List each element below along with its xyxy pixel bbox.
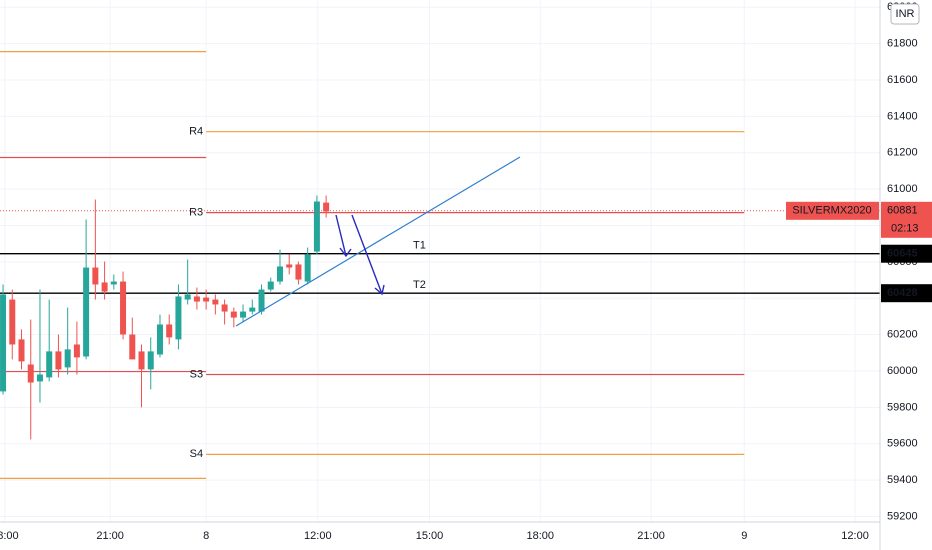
level-label: R4 — [189, 126, 203, 138]
currency-label: INR — [896, 8, 915, 20]
candle-body — [323, 202, 330, 212]
candle-body — [92, 267, 99, 285]
x-tick-label: 21:00 — [637, 530, 665, 542]
x-tick-label: 12:00 — [841, 530, 869, 542]
candle-body — [286, 264, 293, 268]
candle-body — [147, 351, 154, 370]
candle-body — [46, 351, 53, 378]
candle-body — [276, 266, 283, 282]
candle-body — [120, 281, 127, 335]
candle-body — [0, 294, 7, 392]
candle-body — [267, 281, 274, 290]
candle-body — [83, 267, 90, 357]
candle-body — [36, 374, 43, 382]
price-box — [881, 201, 932, 238]
candle-body — [240, 311, 247, 318]
candle-body — [184, 294, 191, 300]
y-tick-label: 59400 — [887, 474, 918, 486]
y-tick-label: 61000 — [887, 183, 918, 195]
trend-line — [235, 156, 521, 327]
countdown-label: 02:13 — [891, 223, 919, 235]
candle-body — [27, 364, 34, 383]
symbol-label: SILVERMX2020 — [792, 205, 871, 217]
price-label: 60428 — [887, 287, 918, 299]
y-tick-label: 59200 — [887, 510, 918, 522]
candle-body — [18, 339, 25, 362]
price-box — [881, 284, 932, 303]
y-tick-label: 60000 — [887, 365, 918, 377]
candle-body — [249, 307, 256, 312]
y-tick-label: 60200 — [887, 329, 918, 341]
candle-body — [230, 311, 237, 318]
target-label: T2 — [413, 279, 426, 291]
candle-body — [9, 299, 16, 345]
x-tick-label: 15:00 — [416, 530, 444, 542]
x-tick-label: 12:00 — [304, 530, 332, 542]
candle-body — [156, 324, 163, 355]
target-label: T1 — [413, 240, 426, 252]
y-tick-label: 61400 — [887, 110, 918, 122]
price-label: 60645 — [887, 248, 918, 260]
candle-body — [64, 349, 71, 368]
candle-body — [212, 299, 219, 305]
level-label: S3 — [190, 368, 203, 380]
y-tick-label: 59600 — [887, 438, 918, 450]
candle-body — [203, 297, 210, 302]
candle-body — [258, 289, 265, 312]
symbol-box — [786, 201, 879, 220]
candle-body — [295, 264, 302, 280]
candle-body — [304, 254, 311, 282]
candle-body — [110, 281, 117, 285]
y-tick-label: 61600 — [887, 74, 918, 86]
candle-body — [166, 324, 173, 338]
candle-body — [175, 296, 182, 340]
level-label: R3 — [189, 207, 203, 219]
y-tick-label: 59800 — [887, 401, 918, 413]
x-tick-label: 18:00 — [0, 530, 19, 542]
candle-body — [55, 351, 62, 370]
price-box — [881, 244, 932, 263]
level-label: S4 — [190, 448, 203, 460]
x-tick-label: 18:00 — [527, 530, 555, 542]
candle-body — [101, 282, 108, 292]
price-label: 60881 — [887, 205, 918, 217]
x-tick-label: 9 — [741, 530, 747, 542]
x-tick-label: 21:00 — [96, 530, 124, 542]
y-tick-label: 61200 — [887, 147, 918, 159]
candle-body — [138, 351, 145, 370]
candle-body — [73, 344, 80, 358]
candle-body — [193, 296, 200, 302]
y-tick-label: 61800 — [887, 38, 918, 50]
arrows — [335, 214, 385, 296]
currency-box — [890, 3, 920, 25]
candle-body — [313, 201, 320, 252]
candle-body — [129, 334, 136, 360]
x-tick-label: 8 — [203, 530, 209, 542]
candle-body — [221, 304, 228, 312]
